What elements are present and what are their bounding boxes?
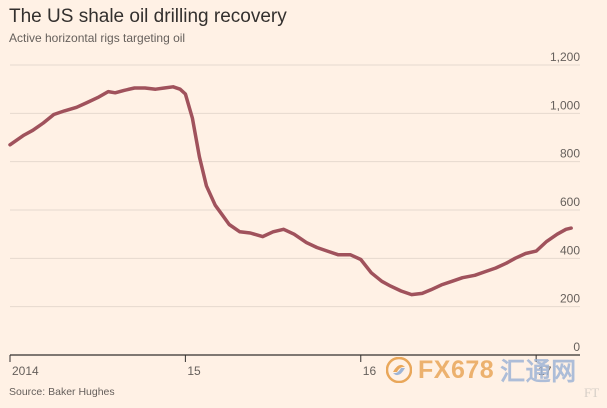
fx678-watermark: FX678 汇通网 <box>386 355 577 386</box>
source-note: Source: Baker Hughes <box>9 386 115 398</box>
series-layer <box>8 85 573 297</box>
chart-title: The US shale oil drilling recovery <box>9 6 287 27</box>
x-tick-label: 15 <box>187 364 201 378</box>
y-tick-label: 800 <box>560 147 580 161</box>
y-tick-label: 200 <box>560 292 580 306</box>
watermark-brand-cn: 汇通网 <box>500 358 577 386</box>
ft-logo: FT <box>584 385 600 400</box>
watermark-brand: FX678 <box>418 355 495 384</box>
x-tick-label: 17 <box>538 364 552 378</box>
y-tick-label: 1,200 <box>550 50 580 64</box>
series-line-rigs <box>8 85 573 297</box>
y-tick-label: 400 <box>560 243 580 257</box>
x-tick-label: 2014 <box>12 364 39 378</box>
x-axis-tick-labels: 2014 15 16 17 <box>9 355 552 378</box>
fx678-logo-icon <box>386 357 412 383</box>
y-tick-label: 600 <box>560 195 580 209</box>
y-axis-tick-labels: 0 200 400 600 800 1,000 1,200 <box>550 50 580 354</box>
y-tick-label: 0 <box>573 340 580 354</box>
chart-subtitle: Active horizontal rigs targeting oil <box>9 31 186 45</box>
y-tick-label: 1,000 <box>550 98 580 112</box>
x-tick-label: 16 <box>363 364 377 378</box>
grid-lines <box>10 64 580 356</box>
